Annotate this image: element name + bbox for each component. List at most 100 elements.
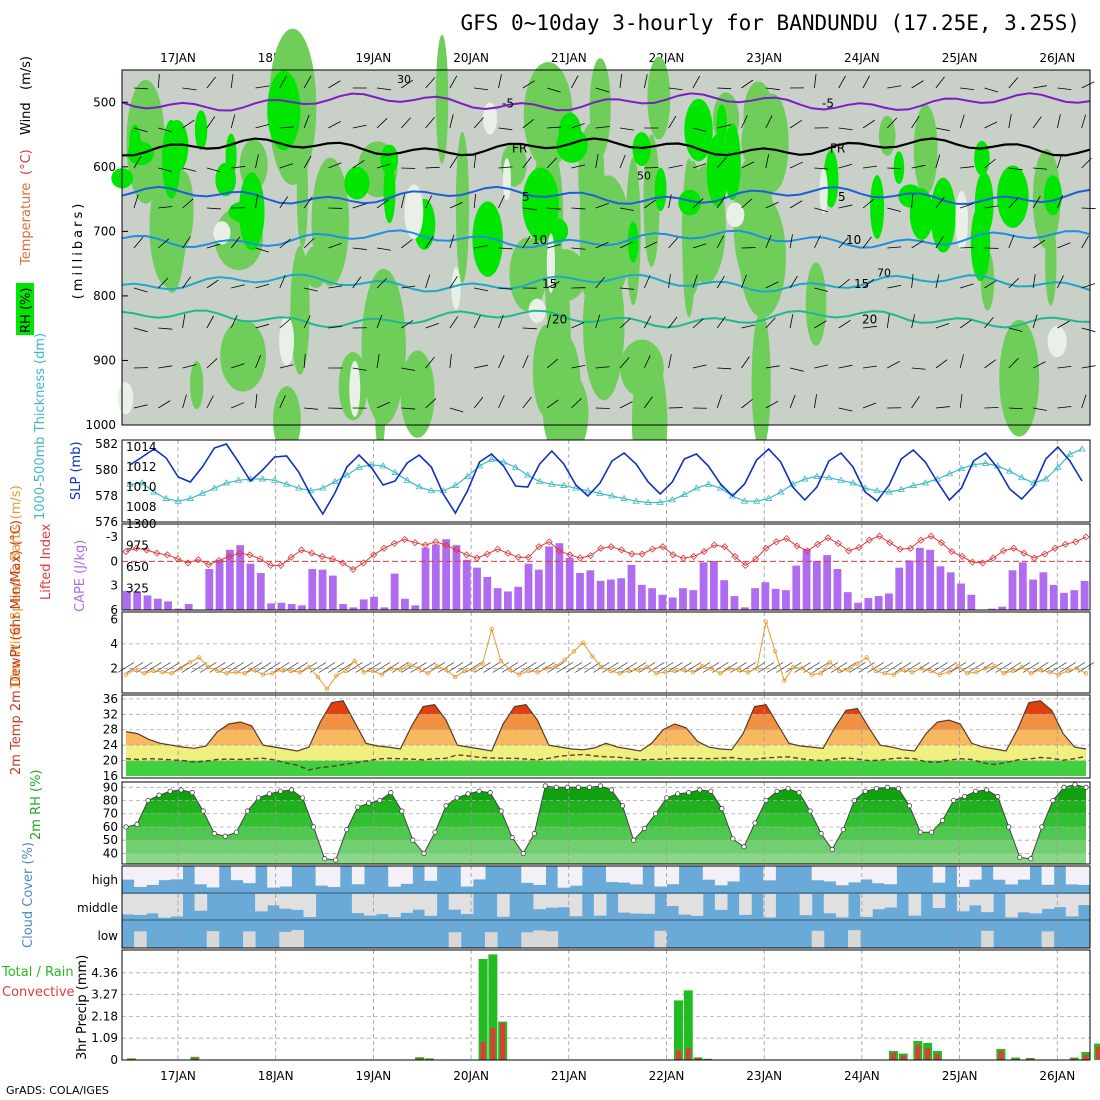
rh-point <box>686 790 692 796</box>
low-cloud-gap <box>521 932 534 948</box>
wind-barb <box>376 277 388 289</box>
rh-point <box>1006 824 1012 830</box>
wind-barb <box>1057 320 1070 329</box>
rh-line <box>125 784 1087 861</box>
date-axis: 17JAN17JAN18JAN18JAN19JAN19JAN20JAN20JAN… <box>160 51 1075 1083</box>
wind-speed-point <box>928 668 933 674</box>
lifted-index-point <box>1020 549 1028 557</box>
rh-point <box>862 788 868 794</box>
wind-barb <box>182 167 197 172</box>
wind-barb <box>400 194 405 209</box>
surface-wind-barb <box>291 662 308 673</box>
wind-barb <box>595 241 609 249</box>
wind-barb <box>984 280 997 289</box>
lifted-index-point <box>968 558 977 566</box>
rh-point <box>498 808 504 814</box>
lifted-index-point <box>607 543 615 551</box>
surface-wind-barb <box>885 662 903 673</box>
high-cloud-gap <box>557 866 571 888</box>
thickness-point <box>764 494 773 501</box>
wind-speed-point <box>782 678 787 683</box>
wind-speed-point <box>279 667 284 672</box>
lifted-index-point <box>432 538 440 546</box>
wind-barb <box>498 247 513 250</box>
precip-tick-label: 4.36 <box>91 966 118 980</box>
temperature-line <box>125 700 1087 752</box>
wind-speed-point <box>974 669 979 675</box>
precip-total-bar <box>478 959 488 1060</box>
cape-frame <box>121 523 1091 611</box>
cape-tick-label: 325 <box>126 582 149 596</box>
rh-patch-saturated <box>930 177 956 253</box>
wind-barb <box>668 194 672 209</box>
top-date-label-21JAN: 21JAN <box>551 51 587 65</box>
wind-barb <box>619 207 634 211</box>
cape-bar <box>1039 572 1048 610</box>
wind-barb <box>716 235 725 249</box>
precip-convective-bar <box>500 1023 506 1060</box>
lifted-index-point <box>700 548 708 556</box>
temp-band <box>126 714 1086 730</box>
cape-bar <box>504 591 512 610</box>
lifted-index-point <box>906 544 915 552</box>
high-cloud-gap <box>654 866 667 887</box>
wind-speed-point <box>142 671 147 676</box>
cape-bar <box>370 596 378 610</box>
rh-patch-saturated <box>383 160 396 224</box>
cape-bar <box>637 584 646 610</box>
middle-cloud-gap <box>400 894 413 913</box>
wind-barb <box>668 115 677 129</box>
wind-barb <box>498 195 505 209</box>
middle-cloud-gap <box>908 894 922 916</box>
temperature-contour-label: -5 <box>822 96 834 110</box>
wind-barb <box>1032 239 1045 249</box>
wind-barb <box>789 314 794 329</box>
cape-bar <box>648 588 656 610</box>
lifted-index-point <box>710 541 718 549</box>
lifted-index-point <box>194 556 202 564</box>
wind-barb <box>984 407 999 409</box>
surface-wind-barb <box>382 662 400 673</box>
panel-slp-thickness: 576 578 580 582 1008 1010 1012 1014 1000-500mb T… <box>33 333 1091 529</box>
wind-barb <box>571 207 586 210</box>
lifted-index-point <box>1072 538 1080 546</box>
wind-speed-point <box>827 660 833 665</box>
rh-band <box>126 853 1086 864</box>
wind-barb <box>1081 207 1096 210</box>
wind-barb <box>935 359 948 369</box>
rh-point <box>344 827 350 833</box>
wind-speed-point <box>919 666 924 671</box>
cape-bar <box>699 562 708 610</box>
rh-band <box>126 800 1086 814</box>
temp-tick-label: 20 <box>103 754 118 768</box>
rh-point <box>928 829 935 835</box>
cape-bar <box>534 569 543 610</box>
lifted-index-point <box>163 551 171 559</box>
thickness-point <box>981 459 990 466</box>
temp-tick-label: 28 <box>103 723 118 737</box>
thickness-point <box>1054 463 1062 470</box>
cape-bar <box>607 579 615 610</box>
thickness-point <box>656 498 664 505</box>
wind-barb <box>862 165 877 169</box>
precip-convective-bar <box>925 1048 931 1060</box>
thickness-point <box>126 480 134 487</box>
wind-barb <box>206 395 214 409</box>
wind-barb <box>498 127 513 131</box>
rh-patch-saturated <box>870 175 885 239</box>
wind-speed-point <box>507 667 513 672</box>
thickness-point <box>319 484 327 491</box>
wind-speed-point <box>772 649 778 654</box>
wind-barb <box>935 406 950 409</box>
middle-cloud-gap <box>545 894 559 908</box>
lifted-index-point <box>143 546 151 554</box>
wind-barb <box>1081 283 1096 289</box>
cape-bar <box>133 591 142 610</box>
wind-barb <box>473 396 484 409</box>
wind-barb <box>716 275 725 289</box>
rh-patch-dry <box>349 360 361 417</box>
lifted-index-point <box>483 550 491 558</box>
middle-cloud-gap <box>376 894 389 915</box>
wind-speed-point <box>626 668 632 674</box>
lifted-index-point <box>576 554 584 562</box>
